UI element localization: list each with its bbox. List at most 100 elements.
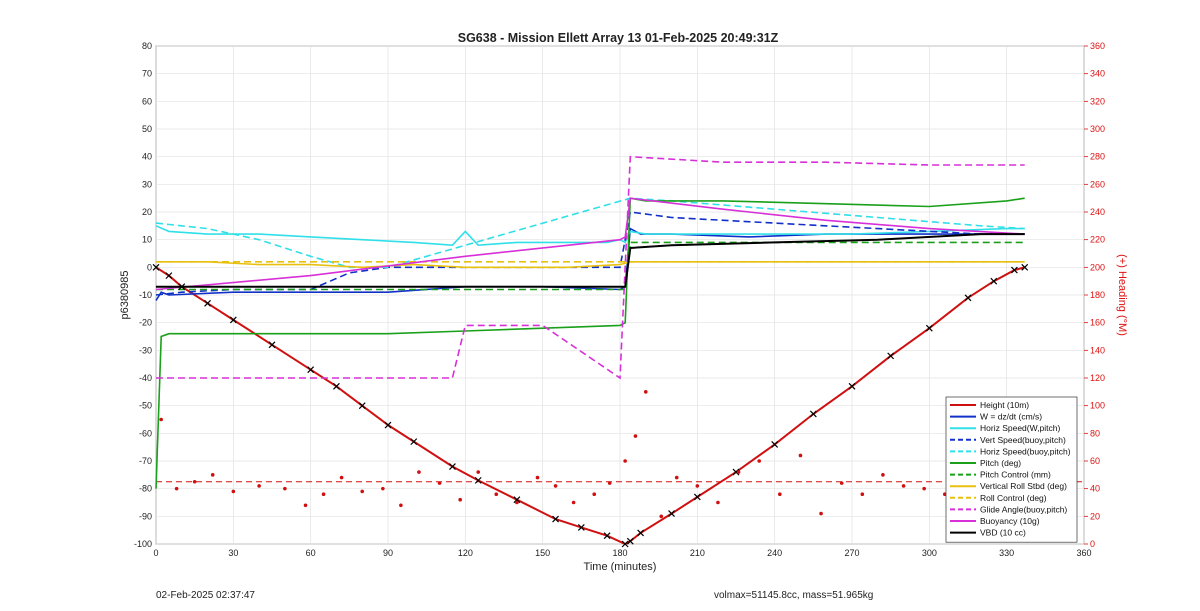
x-tick-label: 60 xyxy=(306,548,316,558)
x-tick-label: 30 xyxy=(228,548,238,558)
heading-point xyxy=(643,390,648,394)
series-line-4 xyxy=(155,197,1025,269)
heading-point xyxy=(458,497,462,502)
y-tick-label: 70 xyxy=(142,69,152,79)
series-layer xyxy=(152,155,1029,548)
heading-point xyxy=(839,481,844,485)
height-marker xyxy=(626,537,634,545)
height-marker xyxy=(384,421,392,429)
y-tick-label: 20 xyxy=(142,207,152,217)
height-marker xyxy=(577,523,585,531)
height-marker xyxy=(1010,266,1018,274)
y2-tick-label: 40 xyxy=(1090,484,1100,494)
y-tick-label: -70 xyxy=(139,456,152,466)
heading-point xyxy=(881,473,885,477)
heading-point xyxy=(360,489,365,494)
y-tick-label: 60 xyxy=(142,96,152,106)
x-axis-label: Time (minutes) xyxy=(584,561,657,573)
y-tick-label: 50 xyxy=(142,124,152,134)
y2-tick-label: 280 xyxy=(1090,152,1105,162)
y2-tick-label: 0 xyxy=(1090,539,1095,549)
series-line-10 xyxy=(155,197,1025,291)
height-marker xyxy=(333,382,340,390)
heading-point xyxy=(399,503,403,508)
heading-point xyxy=(174,486,179,491)
heading-point xyxy=(553,484,558,488)
x-tick-label: 300 xyxy=(922,548,937,558)
height-marker xyxy=(410,438,418,446)
heading-point xyxy=(592,492,597,497)
legend-entry: Buoyancy (10g) xyxy=(980,516,1040,526)
height-marker xyxy=(152,263,160,271)
x-tick-label: 180 xyxy=(612,548,627,558)
heading-point xyxy=(210,473,215,477)
legend-entry: Horiz Speed(W,pitch) xyxy=(980,423,1060,433)
series-line-5 xyxy=(155,197,1025,489)
x-tick-label: 150 xyxy=(535,548,550,558)
y2-tick-label: 160 xyxy=(1090,318,1105,328)
series-line-2 xyxy=(155,225,1025,247)
heading-point xyxy=(339,475,344,480)
legend-entry: Glide Angle(buoy,pitch) xyxy=(980,504,1067,514)
height-marker xyxy=(165,272,173,280)
heading-point xyxy=(860,492,865,497)
heading-point xyxy=(257,484,261,488)
legend: Height (10m)W = dz/dt (cm/s)Horiz Speed(… xyxy=(945,396,1078,543)
y-tick-label: -10 xyxy=(139,290,152,300)
heading-point xyxy=(283,486,287,491)
height-marker xyxy=(771,440,779,448)
y2-tick-label: 240 xyxy=(1090,207,1105,217)
heading-point xyxy=(778,492,782,497)
footer-timestamp: 02-Feb-2025 02:37:47 xyxy=(156,590,255,601)
height-marker xyxy=(552,515,559,523)
height-marker xyxy=(474,476,482,484)
height-marker xyxy=(637,529,645,537)
height-marker xyxy=(732,468,740,476)
heading-point xyxy=(535,475,540,480)
height-marker xyxy=(204,299,211,307)
x-tick-label: 270 xyxy=(844,548,859,558)
legend-entry: Vert Speed(buoy,pitch) xyxy=(980,435,1066,445)
legend-entry: Pitch (deg) xyxy=(980,458,1021,468)
heading-point xyxy=(819,511,823,516)
heading-point xyxy=(623,459,627,463)
y-axis-label: p6380985 xyxy=(119,271,131,320)
height-marker xyxy=(848,382,856,390)
footer-vol-mass: volmax=51145.8cc, mass=51.965kg xyxy=(714,590,873,601)
legend-entry: Horiz Speed(buoy,pitch) xyxy=(980,446,1071,456)
height-marker xyxy=(513,496,521,504)
y-axis-ticks: 80 70 60 50 40 30 20 10 0 -10 -20 -30 -40 -50 -60 -70 -8… xyxy=(134,41,152,549)
x-tick-label: 90 xyxy=(383,548,393,558)
heading-point xyxy=(757,459,761,463)
height-marker xyxy=(229,316,237,324)
height-marker xyxy=(964,294,972,302)
height-marker xyxy=(449,463,456,470)
y2-tick-label: 360 xyxy=(1090,41,1105,51)
height-marker xyxy=(307,366,315,374)
y-tick-label: 10 xyxy=(142,235,152,245)
legend-entry: W = dz/dt (cm/s) xyxy=(980,412,1042,422)
y2-tick-label: 180 xyxy=(1090,290,1105,300)
x-tick-label: 0 xyxy=(153,548,158,558)
height-marker xyxy=(621,540,629,548)
series-line-0 xyxy=(155,266,1025,546)
y-tick-label: -50 xyxy=(139,401,152,411)
legend-box xyxy=(945,396,1078,543)
y-tick-label: -30 xyxy=(139,345,152,355)
y-tick-label: 30 xyxy=(142,179,152,189)
chart-title: SG638 - Mission Ellett Array 13 01-Feb-2… xyxy=(458,31,779,45)
legend-entry: Height (10m) xyxy=(980,400,1029,410)
height-marker xyxy=(809,410,817,418)
heading-point xyxy=(476,470,481,474)
series-line-11 xyxy=(156,233,1025,288)
heading-layer xyxy=(159,390,1009,519)
heading-point xyxy=(716,500,720,505)
x-tick-label: 330 xyxy=(999,548,1014,558)
heading-point xyxy=(494,492,499,497)
y2-tick-label: 320 xyxy=(1090,96,1105,106)
y2-tick-label: 300 xyxy=(1090,124,1105,134)
y2-tick-label: 260 xyxy=(1090,179,1105,189)
y-tick-label: -80 xyxy=(139,484,152,494)
y2-tick-label: 120 xyxy=(1090,373,1105,383)
